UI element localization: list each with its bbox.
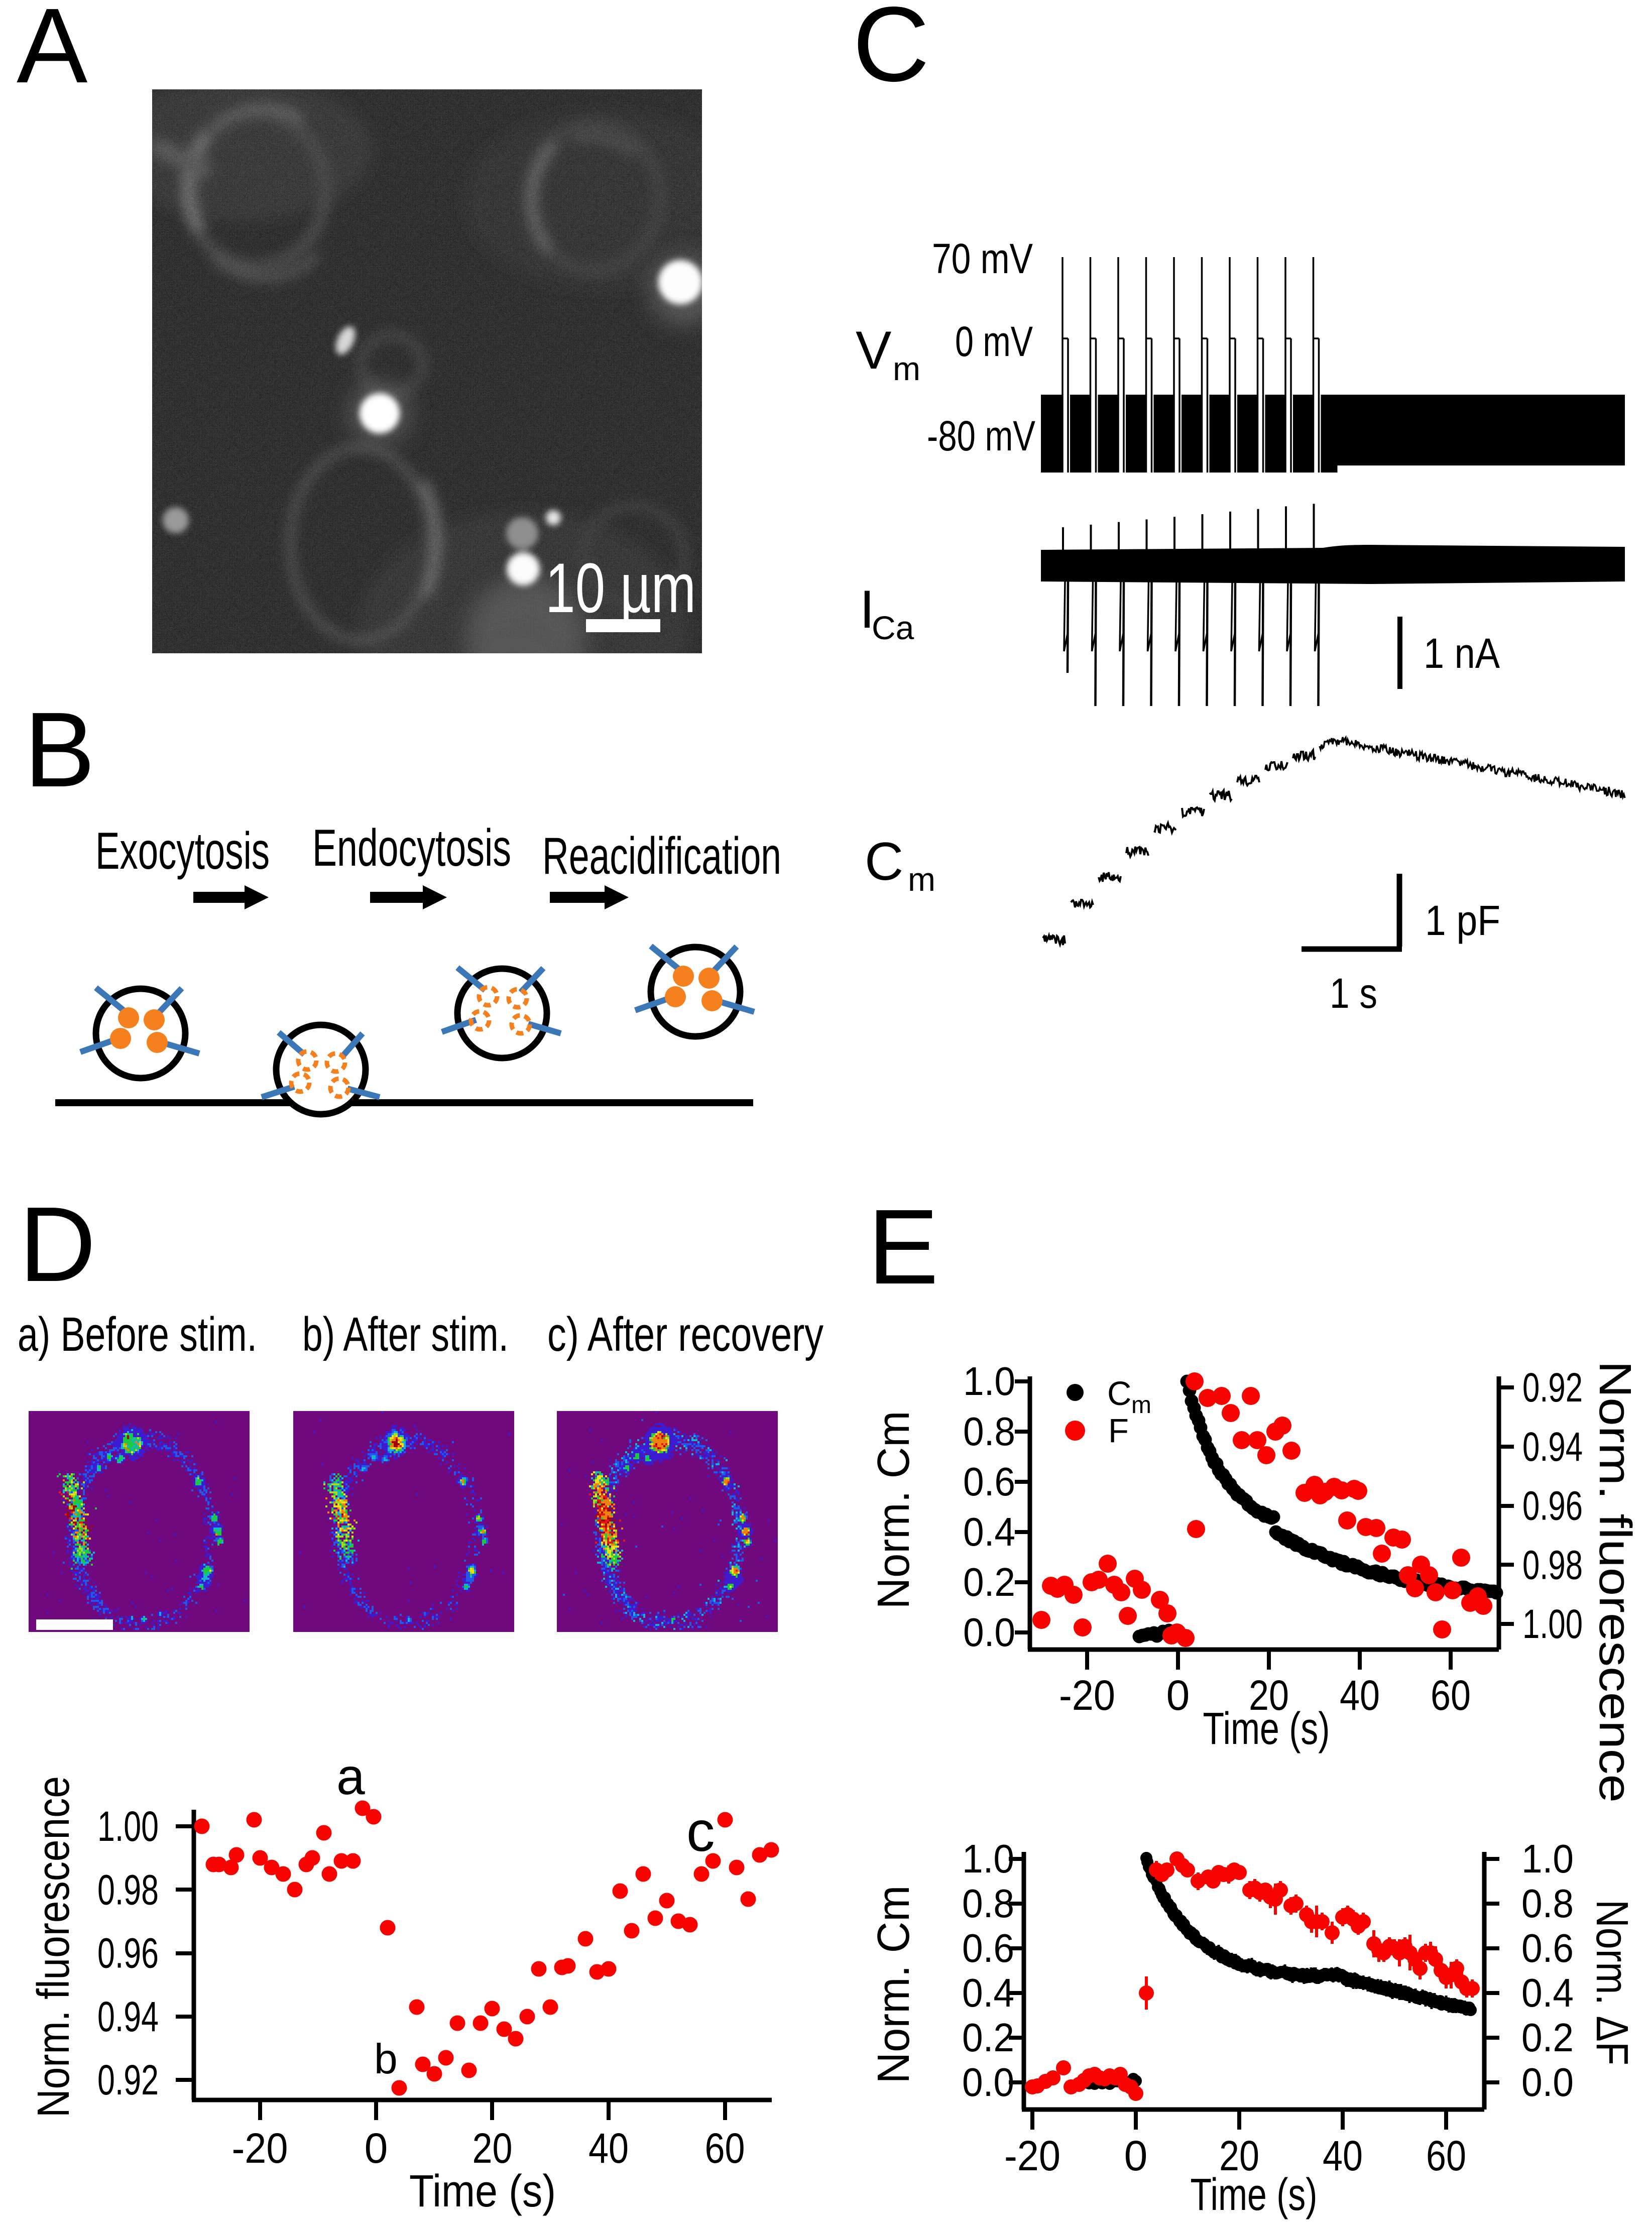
svg-text:Norm. Cm: Norm. Cm <box>869 1411 919 1609</box>
svg-text:0: 0 <box>365 2125 388 2172</box>
svg-text:0.4: 0.4 <box>1521 1970 1574 2015</box>
svg-text:Norm. ΔF: Norm. ΔF <box>1587 1900 1637 2065</box>
svg-text:a) Before stim.: a) Before stim. <box>18 1308 257 1361</box>
svg-text:0.8: 0.8 <box>1521 1881 1574 1926</box>
svg-text:a: a <box>336 1748 365 1805</box>
svg-text:-20: -20 <box>232 2125 288 2172</box>
svg-text:0.2: 0.2 <box>963 1560 1015 1604</box>
svg-text:70 mV: 70 mV <box>932 235 1033 282</box>
svg-text:Ca: Ca <box>872 609 914 646</box>
svg-text:10 µm: 10 µm <box>545 548 696 627</box>
svg-text:F: F <box>1108 1412 1129 1450</box>
svg-text:0.0: 0.0 <box>963 1610 1015 1655</box>
svg-text:C: C <box>853 0 929 103</box>
svg-text:0.2: 0.2 <box>962 2015 1014 2060</box>
svg-text:0.96: 0.96 <box>1522 1483 1583 1529</box>
svg-text:0.92: 0.92 <box>1522 1365 1583 1411</box>
svg-text:-80 mV: -80 mV <box>927 412 1035 459</box>
svg-text:1 pF: 1 pF <box>1425 897 1500 944</box>
svg-text:40: 40 <box>1340 1672 1380 1719</box>
svg-text:60: 60 <box>1431 1672 1471 1719</box>
svg-text:m: m <box>893 350 920 387</box>
svg-text:Norm. Cm: Norm. Cm <box>869 1886 919 2084</box>
svg-text:1.0: 1.0 <box>962 1836 1014 1881</box>
svg-text:0.8: 0.8 <box>962 1881 1014 1926</box>
svg-text:c: c <box>686 1800 715 1863</box>
svg-text:0: 0 <box>1166 1672 1190 1719</box>
svg-text:C: C <box>865 831 903 891</box>
svg-text:40: 40 <box>1323 2132 1363 2179</box>
svg-text:b: b <box>374 2035 398 2082</box>
svg-text:1 s: 1 s <box>1330 970 1377 1017</box>
svg-text:0.6: 0.6 <box>962 1926 1014 1970</box>
svg-text:A: A <box>17 0 87 105</box>
svg-text:60: 60 <box>1426 2132 1466 2179</box>
svg-text:0.8: 0.8 <box>963 1409 1015 1454</box>
svg-text:Reacidification: Reacidification <box>542 827 781 885</box>
svg-text:E: E <box>868 1187 938 1306</box>
svg-text:0.94: 0.94 <box>97 1993 159 2040</box>
svg-text:m: m <box>908 861 935 898</box>
svg-text:0.94: 0.94 <box>1522 1424 1583 1470</box>
svg-text:b) After stim.: b) After stim. <box>302 1308 509 1361</box>
svg-text:20: 20 <box>1249 1672 1289 1719</box>
svg-text:0.98: 0.98 <box>97 1866 159 1913</box>
svg-text:Norm. fluorescence: Norm. fluorescence <box>1590 1361 1640 1803</box>
svg-text:Time (s): Time (s) <box>1191 2170 1318 2220</box>
svg-text:Time (s): Time (s) <box>409 2166 556 2216</box>
svg-text:40: 40 <box>588 2125 629 2172</box>
svg-text:0.92: 0.92 <box>97 2056 159 2103</box>
svg-text:V: V <box>856 320 891 380</box>
svg-text:Norm. fluorescence: Norm. fluorescence <box>29 1776 79 2118</box>
svg-text:1.00: 1.00 <box>1522 1601 1583 1647</box>
svg-text:0.96: 0.96 <box>97 1930 159 1977</box>
svg-text:0.4: 0.4 <box>963 1509 1015 1554</box>
svg-text:1.00: 1.00 <box>97 1803 159 1850</box>
svg-text:60: 60 <box>705 2125 745 2172</box>
svg-text:20: 20 <box>1219 2132 1259 2179</box>
svg-text:1.0: 1.0 <box>1521 1836 1574 1881</box>
svg-text:m: m <box>1131 1392 1151 1419</box>
svg-text:1.0: 1.0 <box>963 1359 1015 1403</box>
svg-text:1 nA: 1 nA <box>1424 630 1500 677</box>
svg-text:D: D <box>19 1185 96 1304</box>
svg-text:0.0: 0.0 <box>962 2060 1014 2104</box>
svg-text:0.2: 0.2 <box>1521 2015 1574 2060</box>
svg-text:I: I <box>860 579 875 639</box>
svg-text:0: 0 <box>1124 2132 1148 2179</box>
svg-text:0.6: 0.6 <box>963 1459 1015 1504</box>
svg-text:Endocytosis: Endocytosis <box>312 819 511 877</box>
svg-text:Exocytosis: Exocytosis <box>95 822 270 880</box>
svg-text:Time (s): Time (s) <box>1203 1704 1330 1754</box>
svg-text:20: 20 <box>473 2125 513 2172</box>
svg-text:c) After recovery: c) After recovery <box>547 1308 823 1361</box>
svg-text:0.98: 0.98 <box>1522 1542 1583 1588</box>
svg-text:B: B <box>24 690 95 809</box>
svg-text:0.0: 0.0 <box>1521 2060 1574 2104</box>
svg-text:-20: -20 <box>1059 1672 1115 1719</box>
svg-text:-20: -20 <box>1004 2132 1060 2179</box>
svg-text:0 mV: 0 mV <box>955 318 1033 365</box>
svg-text:0.4: 0.4 <box>962 1970 1014 2015</box>
svg-text:0.6: 0.6 <box>1521 1926 1574 1970</box>
svg-text:C: C <box>1107 1375 1131 1413</box>
